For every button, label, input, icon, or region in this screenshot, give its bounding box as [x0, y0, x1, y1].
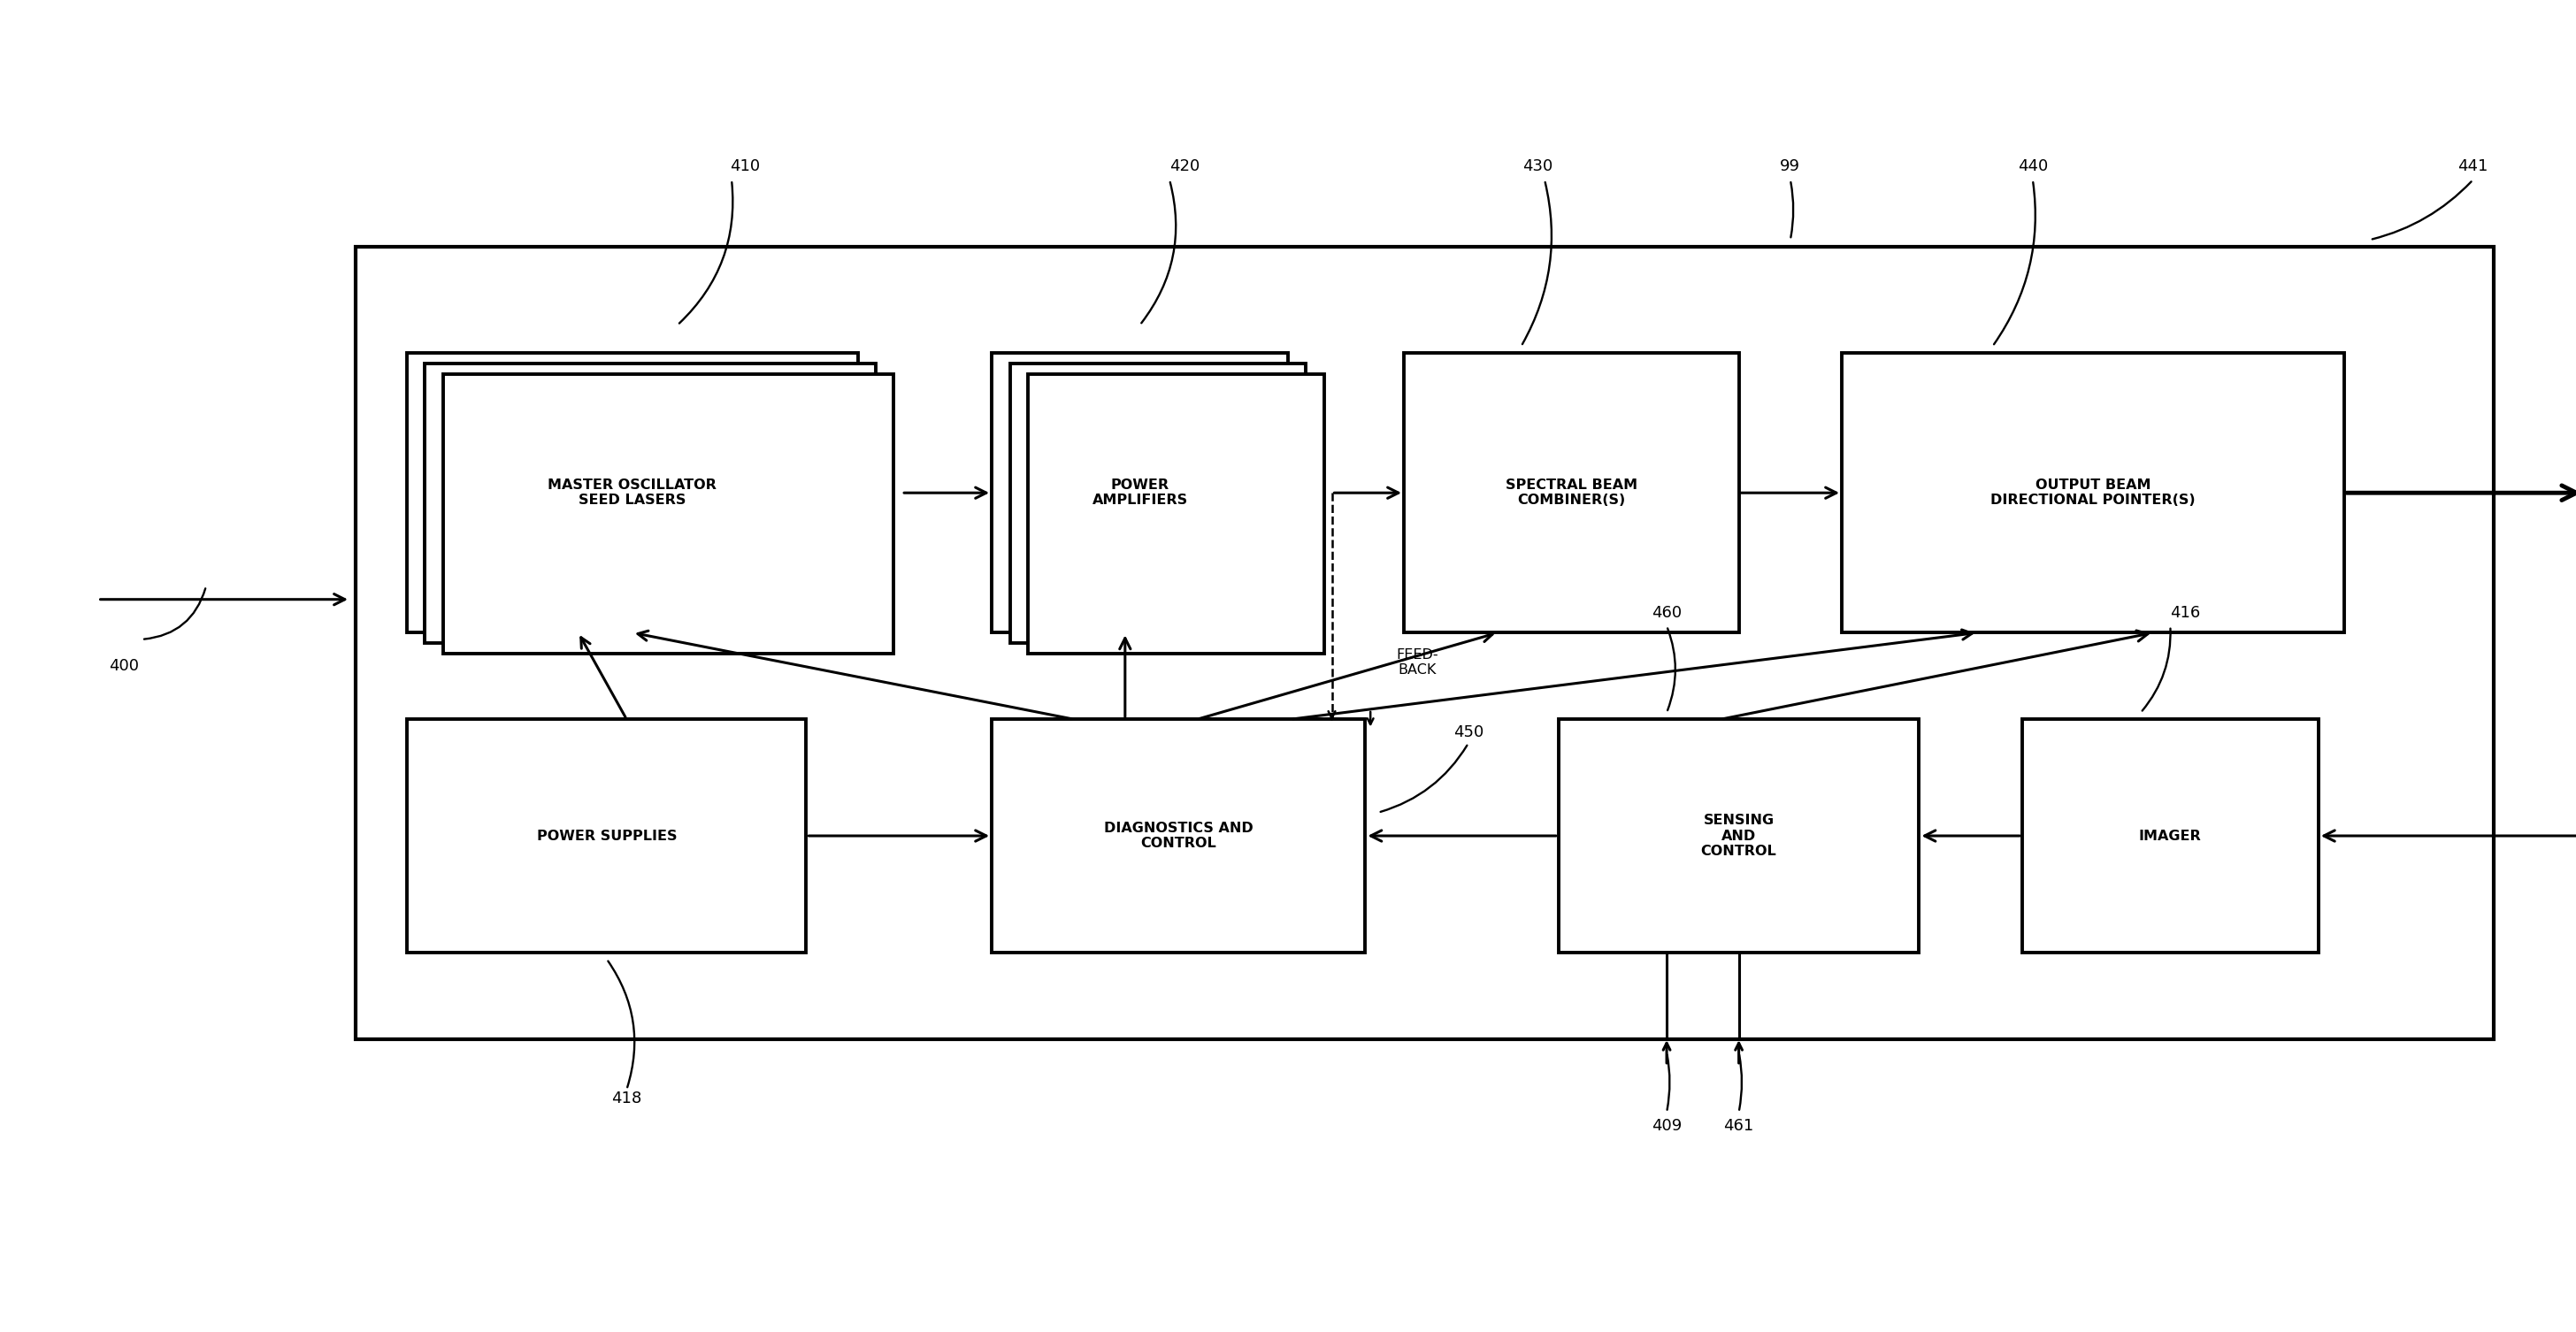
- Bar: [992, 353, 1288, 633]
- Bar: [425, 364, 876, 643]
- Text: 440: 440: [2017, 159, 2048, 174]
- Text: MASTER OSCILLATOR
SEED LASERS: MASTER OSCILLATOR SEED LASERS: [549, 478, 716, 507]
- Text: 420: 420: [1170, 159, 1200, 174]
- Text: 460: 460: [1651, 605, 1682, 621]
- Bar: [1010, 364, 1306, 643]
- Text: 410: 410: [729, 159, 760, 174]
- Text: DIAGNOSTICS AND
CONTROL: DIAGNOSTICS AND CONTROL: [1105, 822, 1252, 850]
- Text: 441: 441: [2458, 159, 2488, 174]
- Text: IMAGER: IMAGER: [2138, 830, 2202, 842]
- Text: OUTPUT BEAM
DIRECTIONAL POINTER(S): OUTPUT BEAM DIRECTIONAL POINTER(S): [1991, 478, 2195, 507]
- Bar: [1404, 353, 1739, 633]
- Text: POWER SUPPLIES: POWER SUPPLIES: [536, 830, 677, 842]
- Text: 430: 430: [1522, 159, 1553, 174]
- Text: 418: 418: [611, 1091, 641, 1107]
- Bar: [407, 719, 806, 952]
- Bar: [443, 374, 894, 654]
- Text: 450: 450: [1453, 725, 1484, 741]
- Text: 461: 461: [1723, 1118, 1754, 1134]
- Bar: [1028, 374, 1324, 654]
- Bar: [407, 353, 858, 633]
- Text: 99: 99: [1780, 159, 1801, 174]
- Text: POWER
AMPLIFIERS: POWER AMPLIFIERS: [1092, 478, 1188, 507]
- Text: SPECTRAL BEAM
COMBINER(S): SPECTRAL BEAM COMBINER(S): [1504, 478, 1638, 507]
- Bar: [1558, 719, 1919, 952]
- Text: 409: 409: [1651, 1118, 1682, 1134]
- Text: 400: 400: [108, 658, 139, 674]
- Text: FEED-
BACK: FEED- BACK: [1396, 649, 1437, 677]
- Bar: [992, 719, 1365, 952]
- Bar: [1842, 353, 2344, 633]
- Bar: [355, 246, 2494, 1039]
- Text: SENSING
AND
CONTROL: SENSING AND CONTROL: [1700, 814, 1777, 858]
- Bar: [2022, 719, 2318, 952]
- Text: 416: 416: [2169, 605, 2200, 621]
